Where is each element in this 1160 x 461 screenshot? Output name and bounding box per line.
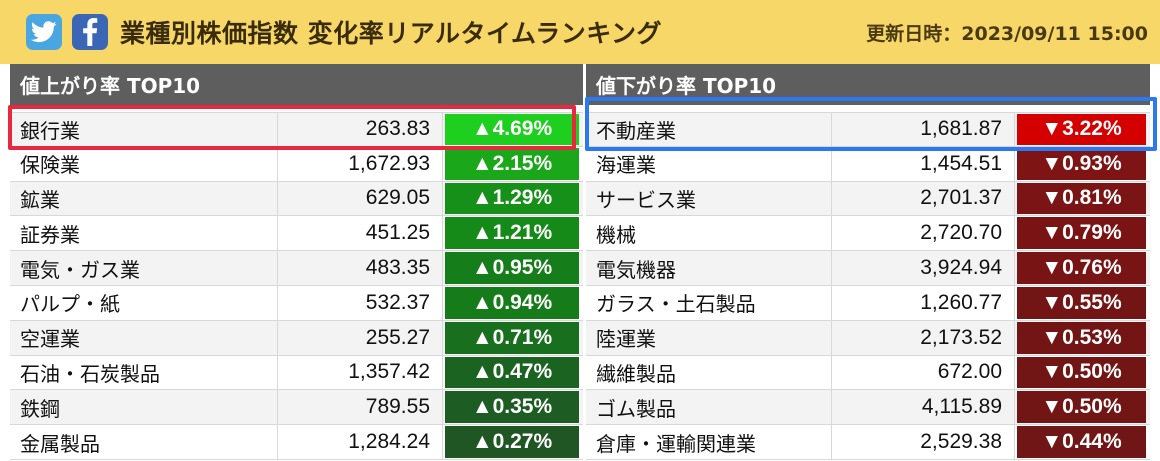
index-value: 2,701.37 xyxy=(832,181,1015,216)
industry-name[interactable]: パルプ・紙 xyxy=(10,285,278,320)
table-row[interactable]: 証券業 451.25 ▲1.21% xyxy=(10,216,583,252)
gainers-panel: 値上がり率 TOP10 銀行業 263.83 ▲4.69% 保険業 1,672.93 ▲2… xyxy=(10,64,583,460)
index-value: 672.00 xyxy=(832,355,1015,390)
industry-name[interactable]: 電気・ガス業 xyxy=(10,251,278,285)
index-value: 789.55 xyxy=(278,390,443,425)
table-row[interactable]: 海運業 1,454.51 ▼0.93% xyxy=(586,146,1150,182)
losers-title: 値下がり率 TOP10 xyxy=(586,64,1150,105)
table-row[interactable]: 倉庫・運輸関連業 2,529.38 ▼0.44% xyxy=(586,425,1150,460)
facebook-f-icon xyxy=(83,18,98,46)
change-rate-badge: ▲0.71% xyxy=(445,321,579,354)
table-row[interactable]: ガラス・土石製品 1,260.77 ▼0.55% xyxy=(586,285,1150,321)
losers-panel: 値下がり率 TOP10 不動産業 1,681.87 ▼3.22% 海運業 1,454.5… xyxy=(586,64,1150,460)
industry-name[interactable]: 陸運業 xyxy=(586,320,832,355)
index-value: 1,454.51 xyxy=(832,146,1015,181)
table-row[interactable]: 不動産業 1,681.87 ▼3.22% xyxy=(586,112,1150,147)
index-value: 1,284.24 xyxy=(278,425,443,459)
change-rate-badge: ▼0.50% xyxy=(1017,356,1146,389)
gainers-title: 値上がり率 TOP10 xyxy=(10,64,583,105)
industry-name[interactable]: 鉱業 xyxy=(10,181,278,216)
change-rate-badge: ▼0.50% xyxy=(1017,391,1146,424)
change-rate-badge: ▲0.35% xyxy=(445,391,579,424)
table-row[interactable]: ゴム製品 4,115.89 ▼0.50% xyxy=(586,390,1150,426)
table-row[interactable]: 繊維製品 672.00 ▼0.50% xyxy=(586,355,1150,391)
change-rate-badge: ▼0.76% xyxy=(1017,252,1146,284)
index-value: 483.35 xyxy=(278,251,443,285)
index-value: 1,260.77 xyxy=(832,285,1015,320)
industry-name[interactable]: 保険業 xyxy=(10,146,278,181)
industry-name[interactable]: 倉庫・運輸関連業 xyxy=(586,425,832,459)
industry-name[interactable]: ゴム製品 xyxy=(586,390,832,425)
industry-name[interactable]: 海運業 xyxy=(586,146,832,181)
change-rate-badge: ▼3.22% xyxy=(1017,114,1146,145)
table-row[interactable]: 機械 2,720.70 ▼0.79% xyxy=(586,216,1150,252)
industry-name[interactable]: 電気機器 xyxy=(586,251,832,285)
industry-name[interactable]: 証券業 xyxy=(10,216,278,251)
twitter-bird-icon xyxy=(31,21,57,43)
index-value: 532.37 xyxy=(278,285,443,320)
change-rate-badge: ▼0.44% xyxy=(1017,426,1146,458)
change-rate-badge: ▼0.55% xyxy=(1017,286,1146,319)
header-bar: 業種別株価指数 変化率リアルタイムランキング 更新日時：2023/09/11 1… xyxy=(0,0,1160,64)
table-row[interactable]: 陸運業 2,173.52 ▼0.53% xyxy=(586,320,1150,356)
table-row[interactable]: 電気・ガス業 483.35 ▲0.95% xyxy=(10,251,583,286)
index-value: 2,173.52 xyxy=(832,320,1015,355)
table-row[interactable]: サービス業 2,701.37 ▼0.81% xyxy=(586,181,1150,217)
change-rate-badge: ▼0.53% xyxy=(1017,321,1146,354)
table-row[interactable]: 鉱業 629.05 ▲1.29% xyxy=(10,181,583,217)
change-rate-badge: ▼0.81% xyxy=(1017,182,1146,215)
industry-name[interactable]: サービス業 xyxy=(586,181,832,216)
industry-name[interactable]: 不動産業 xyxy=(586,113,832,146)
index-value: 1,672.93 xyxy=(278,146,443,181)
twitter-icon[interactable] xyxy=(26,14,62,50)
gainers-list: 銀行業 263.83 ▲4.69% 保険業 1,672.93 ▲2.15% 鉱業 629.05… xyxy=(10,112,583,460)
index-value: 263.83 xyxy=(278,113,443,146)
table-row[interactable]: 鉄鋼 789.55 ▲0.35% xyxy=(10,390,583,426)
table-row[interactable]: 保険業 1,672.93 ▲2.15% xyxy=(10,146,583,182)
industry-name[interactable]: 金属製品 xyxy=(10,425,278,459)
index-value: 2,529.38 xyxy=(832,425,1015,459)
index-value: 255.27 xyxy=(278,320,443,355)
industry-name[interactable]: 空運業 xyxy=(10,320,278,355)
table-row[interactable]: 空運業 255.27 ▲0.71% xyxy=(10,320,583,356)
change-rate-badge: ▲1.21% xyxy=(445,217,579,250)
updated-timestamp: 更新日時：2023/09/11 15:00 xyxy=(866,22,1148,45)
industry-name[interactable]: 機械 xyxy=(586,216,832,251)
change-rate-badge: ▲1.29% xyxy=(445,182,579,215)
index-value: 629.05 xyxy=(278,181,443,216)
table-row[interactable]: パルプ・紙 532.37 ▲0.94% xyxy=(10,285,583,321)
index-value: 2,720.70 xyxy=(832,216,1015,251)
industry-name[interactable]: 銀行業 xyxy=(10,113,278,146)
index-value: 4,115.89 xyxy=(832,390,1015,425)
table-row[interactable]: 電気機器 3,924.94 ▼0.76% xyxy=(586,251,1150,286)
industry-name[interactable]: 鉄鋼 xyxy=(10,390,278,425)
index-value: 3,924.94 xyxy=(832,251,1015,285)
table-row[interactable]: 金属製品 1,284.24 ▲0.27% xyxy=(10,425,583,460)
change-rate-badge: ▲0.94% xyxy=(445,286,579,319)
change-rate-badge: ▲4.69% xyxy=(445,114,579,145)
losers-list: 不動産業 1,681.87 ▼3.22% 海運業 1,454.51 ▼0.93% サービス業… xyxy=(586,112,1150,460)
change-rate-badge: ▼0.93% xyxy=(1017,147,1146,180)
change-rate-badge: ▲2.15% xyxy=(445,147,579,180)
change-rate-badge: ▼0.79% xyxy=(1017,217,1146,250)
index-value: 1,357.42 xyxy=(278,355,443,390)
page-title: 業種別株価指数 変化率リアルタイムランキング xyxy=(120,19,662,48)
change-rate-badge: ▲0.47% xyxy=(445,356,579,389)
change-rate-badge: ▲0.27% xyxy=(445,426,579,458)
table-row[interactable]: 銀行業 263.83 ▲4.69% xyxy=(10,112,583,147)
index-value: 1,681.87 xyxy=(832,113,1015,146)
index-value: 451.25 xyxy=(278,216,443,251)
table-row[interactable]: 石油・石炭製品 1,357.42 ▲0.47% xyxy=(10,355,583,391)
change-rate-badge: ▲0.95% xyxy=(445,252,579,284)
industry-name[interactable]: ガラス・土石製品 xyxy=(586,285,832,320)
facebook-icon[interactable] xyxy=(72,14,108,50)
industry-name[interactable]: 繊維製品 xyxy=(586,355,832,390)
industry-name[interactable]: 石油・石炭製品 xyxy=(10,355,278,390)
